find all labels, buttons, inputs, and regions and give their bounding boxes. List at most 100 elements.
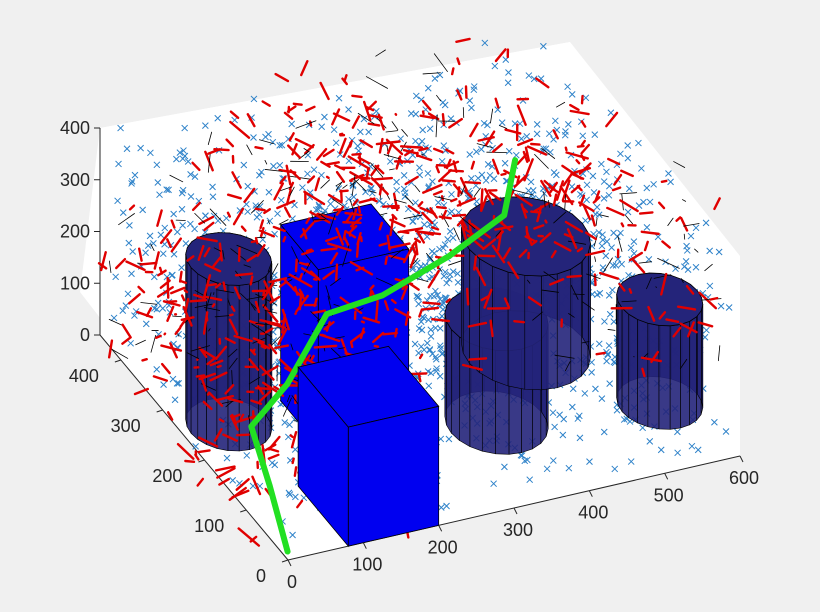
sample-point	[286, 421, 293, 429]
tree-branch	[170, 219, 176, 229]
tree-branch	[180, 316, 195, 321]
tree-branch	[369, 284, 375, 291]
tree-branch	[468, 357, 488, 361]
sample-point	[436, 342, 444, 350]
tree-branch	[367, 122, 381, 127]
sample-point	[630, 238, 638, 245]
tree-branch	[344, 211, 363, 217]
tree-branch	[152, 375, 169, 382]
tree-edge	[401, 129, 408, 137]
tree-branch	[235, 433, 250, 437]
sample-point	[437, 345, 445, 352]
sample-point	[318, 123, 326, 131]
tree-branch	[256, 340, 271, 350]
tree-branch	[445, 158, 452, 170]
tree-branch	[370, 177, 389, 196]
sample-point	[429, 178, 436, 185]
tree-edge	[568, 313, 575, 318]
sample-point	[163, 273, 171, 281]
tree-branch	[228, 486, 247, 501]
sample-point	[444, 236, 452, 243]
tree-edge	[460, 185, 466, 197]
tree-edge	[532, 311, 543, 321]
tree-branch	[445, 298, 451, 304]
sample-point	[627, 244, 635, 252]
tree-branch	[202, 311, 209, 335]
axis-ticks: 0 100 200 300 400 500 600 0 100 200 300 400 0 100 200 3…	[60, 118, 759, 592]
cylinder-side-facet	[621, 307, 630, 419]
tree-edge	[269, 263, 279, 279]
tree-branch	[494, 225, 514, 231]
tree-branch	[121, 323, 132, 339]
tree-branch	[360, 176, 367, 182]
tree-edge	[194, 290, 205, 297]
sample-point	[170, 210, 178, 218]
x-tick-mark	[438, 525, 443, 532]
tree-edge	[135, 339, 146, 346]
cylinder-side-facet	[492, 265, 509, 387]
tree-branch	[141, 358, 148, 362]
sample-point	[360, 115, 368, 123]
sample-point	[442, 147, 449, 154]
sample-point	[468, 104, 475, 112]
sample-point	[153, 161, 161, 169]
sample-point	[650, 180, 657, 188]
tree-edge	[357, 112, 375, 125]
tree-branch	[229, 110, 240, 120]
sample-point	[446, 228, 454, 235]
sample-point	[445, 275, 453, 283]
sample-point	[568, 183, 576, 190]
tree-branch	[369, 197, 378, 203]
sample-point	[278, 141, 286, 149]
tree-branch	[404, 311, 410, 326]
tree-branch	[305, 217, 311, 225]
tree-branch	[212, 256, 222, 268]
tree-branch	[467, 321, 488, 328]
tree-branch	[569, 103, 580, 111]
sample-point	[504, 79, 512, 87]
tree-branch	[580, 120, 587, 128]
tree-branch	[503, 297, 511, 309]
y-tick-mark	[114, 359, 122, 363]
sample-point	[154, 179, 162, 186]
sample-point	[376, 197, 383, 205]
sample-point	[418, 326, 426, 334]
cylinder-side-facet	[446, 320, 452, 435]
tree-branch	[254, 145, 264, 150]
sample-point	[119, 209, 127, 216]
sample-point	[640, 198, 647, 206]
tree-branch	[279, 175, 287, 185]
sample-point	[367, 185, 375, 193]
tree-branch	[128, 204, 136, 211]
sample-point	[165, 186, 172, 194]
tree-branch	[575, 159, 581, 165]
tree-branch	[291, 457, 295, 465]
sample-point	[711, 418, 718, 426]
tree-branch	[166, 305, 175, 322]
tree-branch	[100, 251, 107, 272]
tree-branch	[226, 193, 242, 200]
tree-edge	[264, 169, 283, 172]
sample-point	[416, 164, 423, 172]
tree-branch	[513, 175, 527, 188]
sample-point	[139, 206, 147, 214]
tree-branch	[564, 146, 568, 152]
sample-point	[599, 236, 607, 244]
tree-edge	[499, 125, 508, 129]
sample-point	[530, 75, 538, 83]
sample-point	[144, 242, 152, 250]
tree-branch	[619, 199, 639, 213]
sample-point	[605, 342, 613, 349]
tree-branch	[229, 414, 239, 431]
tree-branch	[605, 111, 619, 128]
tree-branch	[193, 293, 206, 300]
tree-branch	[239, 413, 245, 421]
tree-branch	[438, 215, 452, 220]
sample-point	[175, 380, 182, 387]
tree-branch	[435, 165, 440, 174]
tree-branch	[243, 187, 256, 203]
sample-point	[299, 184, 306, 191]
tree-edge	[391, 121, 399, 131]
cylinder-side-facet	[556, 268, 572, 389]
tree-edge	[333, 304, 341, 307]
